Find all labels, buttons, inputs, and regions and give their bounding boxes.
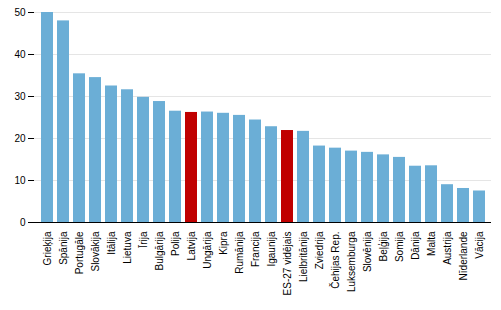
svg-text:Itālija: Itālija: [106, 231, 117, 255]
svg-text:Ungārija: Ungārija: [202, 231, 213, 269]
svg-text:Slovākija: Slovākija: [90, 231, 101, 271]
svg-text:Rumānija: Rumānija: [234, 231, 245, 274]
svg-text:Lietuva: Lietuva: [122, 231, 133, 264]
svg-text:Nīderlande: Nīderlande: [458, 231, 469, 280]
svg-text:ES-27 vidējais: ES-27 vidējais: [282, 232, 293, 296]
svg-text:Portugāle: Portugāle: [74, 231, 85, 274]
svg-text:Malta: Malta: [426, 231, 437, 256]
svg-text:Igaunija: Igaunija: [266, 231, 277, 266]
svg-text:40: 40: [14, 49, 26, 60]
svg-text:Francija: Francija: [250, 231, 261, 267]
svg-text:Dānija: Dānija: [410, 231, 421, 260]
svg-text:Spānija: Spānija: [58, 231, 69, 265]
svg-text:Polija: Polija: [170, 231, 181, 256]
svg-text:Slovēnija: Slovēnija: [362, 231, 373, 272]
svg-text:Grieķija: Grieķija: [42, 231, 53, 265]
svg-text:Latvija: Latvija: [186, 231, 197, 260]
svg-text:20: 20: [14, 133, 26, 144]
svg-text:Čehijas Rep.: Čehijas Rep.: [329, 232, 341, 289]
svg-text:10: 10: [14, 175, 26, 186]
svg-text:Īrija: Īrija: [138, 231, 149, 248]
svg-text:Zviedrija: Zviedrija: [314, 231, 325, 269]
svg-text:Lielbritānija: Lielbritānija: [298, 231, 309, 282]
svg-text:Kipra: Kipra: [218, 231, 229, 255]
svg-text:Vācija: Vācija: [474, 231, 485, 259]
svg-text:30: 30: [14, 91, 26, 102]
svg-text:Luksemburga: Luksemburga: [346, 231, 357, 292]
svg-text:Somija: Somija: [394, 231, 405, 262]
svg-text:0: 0: [20, 217, 26, 228]
svg-text:Bulgārija: Bulgārija: [154, 231, 165, 270]
svg-text:50: 50: [14, 7, 26, 18]
svg-text:Beļģija: Beļģija: [377, 231, 389, 261]
svg-text:Austrija: Austrija: [442, 231, 453, 265]
